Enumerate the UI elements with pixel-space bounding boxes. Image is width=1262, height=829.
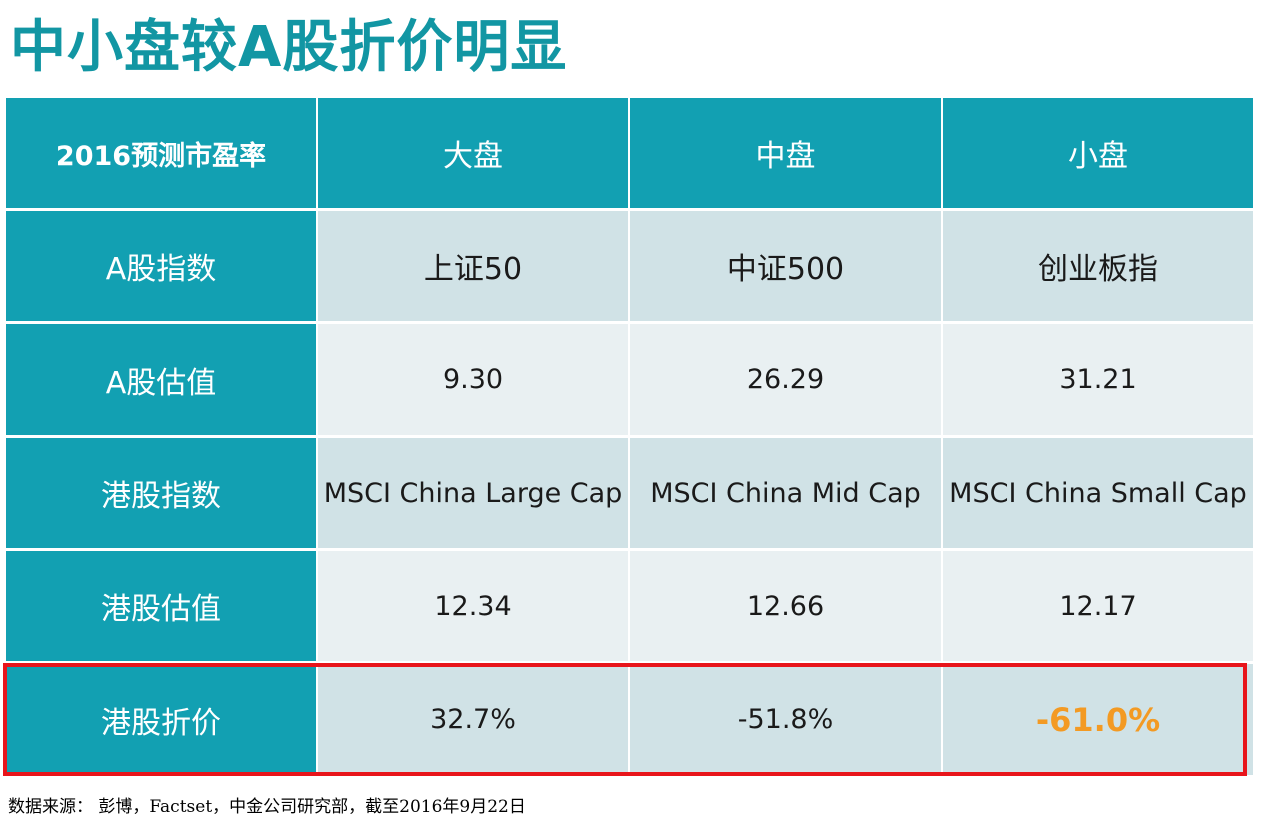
- row-label-hk-index: 港股指数: [6, 438, 316, 548]
- table-cell: 12.66: [630, 551, 941, 661]
- valuation-table: 2016预测市盈率 大盘 中盘 小盘 A股指数 上证50 中证500 创业板指 …: [6, 98, 1253, 776]
- highlighted-discount-value: -61.0%: [943, 664, 1253, 775]
- table-cell: 中证500: [630, 211, 941, 321]
- table-header-small-cap: 小盘: [943, 98, 1253, 208]
- table-header-large-cap: 大盘: [318, 98, 628, 208]
- table-cell: 12.34: [318, 551, 628, 661]
- table-cell: 创业板指: [943, 211, 1253, 321]
- table-header-mid-cap: 中盘: [630, 98, 941, 208]
- highlight-box: [3, 663, 1247, 776]
- row-label-a-share-valuation: A股估值: [6, 324, 316, 435]
- row-label-a-share-index: A股指数: [6, 211, 316, 321]
- table-cell: 26.29: [630, 324, 941, 435]
- table-cell: 32.7%: [318, 664, 628, 775]
- page-title: 中小盘较A股折价明显: [10, 15, 568, 80]
- row-label-hk-discount: 港股折价: [6, 664, 316, 775]
- table-cell: MSCI China Small Cap: [943, 438, 1253, 548]
- table-cell: 12.17: [943, 551, 1253, 661]
- source-note: 数据来源： 彭博，Factset，中金公司研究部，截至2016年9月22日: [8, 797, 526, 817]
- table-cell: MSCI China Large Cap: [318, 438, 628, 548]
- table-cell: MSCI China Mid Cap: [630, 438, 941, 548]
- table-cell: -51.8%: [630, 664, 941, 775]
- table-cell: 31.21: [943, 324, 1253, 435]
- table-cell: 上证50: [318, 211, 628, 321]
- table-header-metric: 2016预测市盈率: [6, 98, 316, 208]
- row-label-hk-valuation: 港股估值: [6, 551, 316, 661]
- table-cell: 9.30: [318, 324, 628, 435]
